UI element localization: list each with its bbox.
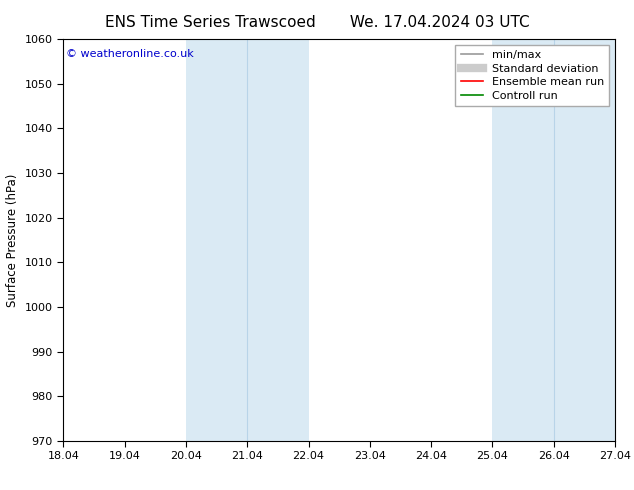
Bar [493,39,615,441]
Y-axis label: Surface Pressure (hPa): Surface Pressure (hPa) [6,173,19,307]
Bar [186,39,309,441]
Legend: min/max, Standard deviation, Ensemble mean run, Controll run: min/max, Standard deviation, Ensemble me… [455,45,609,106]
Text: © weatheronline.co.uk: © weatheronline.co.uk [66,49,194,59]
Text: ENS Time Series Trawscoed       We. 17.04.2024 03 UTC: ENS Time Series Trawscoed We. 17.04.2024… [105,15,529,30]
